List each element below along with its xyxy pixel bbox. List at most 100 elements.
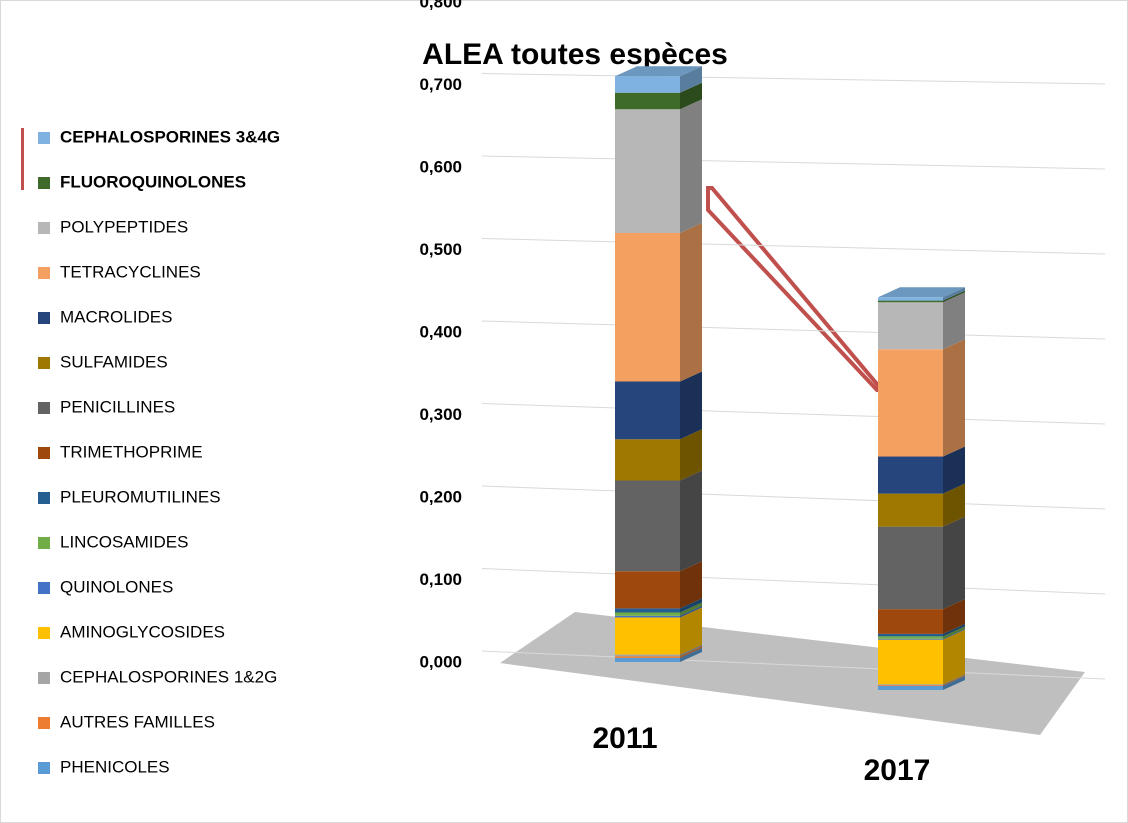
bar-segment	[615, 612, 680, 616]
bar-segment-side	[943, 292, 965, 350]
bar-segment	[878, 493, 943, 527]
y-tick-label: 0,500	[419, 240, 462, 259]
bar-segment	[615, 480, 680, 572]
bar-segment-side	[943, 516, 965, 610]
bar-segment	[615, 76, 680, 93]
bar-segment-side	[943, 483, 965, 527]
bar-segment-side	[943, 675, 965, 690]
grid-line	[481, 485, 1106, 510]
bar-segment-side	[943, 339, 965, 457]
legend-swatch	[38, 447, 50, 459]
legend-label: PLEUROMUTILINES	[60, 487, 221, 506]
legend-label: SULFAMIDES	[60, 352, 168, 371]
legend-label: CEPHALOSPORINES 3&4G	[60, 127, 280, 146]
legend-label: AMINOGLYCOSIDES	[60, 622, 225, 641]
legend-label: PENICILLINES	[60, 397, 175, 416]
bar-segment-side	[680, 598, 702, 613]
bar-segment	[878, 349, 943, 457]
bar-segment-side	[680, 647, 702, 662]
bar-segment	[878, 633, 943, 637]
bar-segment-side	[943, 628, 965, 640]
bar-segment-side	[680, 429, 702, 481]
grid-line	[481, 238, 1106, 255]
bar-segment	[878, 302, 943, 350]
legend-label: LINCOSAMIDES	[60, 532, 188, 551]
legend-swatch	[38, 582, 50, 594]
legend-swatch	[38, 177, 50, 189]
bar-segment	[878, 526, 943, 610]
bar-segment	[615, 617, 680, 655]
legend-swatch	[38, 717, 50, 729]
bar-segment-side	[680, 99, 702, 233]
bar-segment	[878, 685, 943, 686]
legend-label: FLUOROQUINOLONES	[60, 172, 246, 191]
y-tick-label: 0,800	[419, 0, 462, 11]
bar-segment-side	[943, 287, 965, 301]
legend-label: POLYPEPTIDES	[60, 217, 188, 236]
bar-segment	[615, 233, 680, 382]
bar-segment	[615, 109, 680, 233]
bar-segment	[615, 381, 680, 440]
bar-segment-side	[680, 605, 702, 618]
bar-segment-side	[680, 223, 702, 382]
legend-label: QUINOLONES	[60, 577, 173, 596]
bar-segment	[615, 657, 680, 662]
bar-segment-side	[680, 644, 702, 657]
grid-line	[481, 155, 1106, 170]
bar-segment-side	[943, 290, 965, 303]
bar-segment-side	[680, 82, 702, 110]
bar-segment	[878, 685, 943, 690]
y-tick-label: 0,000	[419, 652, 462, 671]
legend: PHENICOLES AUTRES FAMILLES CEPHALOSPORINES…	[38, 127, 280, 776]
bar-segment	[878, 300, 943, 303]
y-tick-label: 0,200	[419, 487, 462, 506]
bar-segment-side	[943, 446, 965, 494]
bar-segment	[615, 615, 680, 618]
bar-segment-side	[680, 470, 702, 572]
bar-segment	[615, 608, 680, 613]
bar-segment-side	[680, 371, 702, 440]
bar-segment-side	[680, 646, 702, 658]
bar-segment-side	[680, 607, 702, 655]
bar-top	[878, 287, 965, 298]
legend-swatch	[38, 402, 50, 414]
grid-line	[481, 320, 1106, 340]
bar-segment-side	[943, 675, 965, 686]
bar-segment	[615, 656, 680, 658]
legend-swatch	[38, 627, 50, 639]
bars: 2011 2017	[592, 66, 965, 787]
bar-segment	[878, 684, 943, 686]
grid-line	[481, 650, 1106, 680]
grid-line	[481, 568, 1106, 595]
bar-segment-side	[680, 602, 702, 616]
y-tick-label: 0,600	[419, 157, 462, 176]
legend-swatch	[38, 312, 50, 324]
bar-segment-side	[680, 66, 702, 93]
y-tick-label: 0,300	[419, 405, 462, 424]
legend-swatch	[38, 762, 50, 774]
y-tick-label: 0,700	[419, 75, 462, 94]
legend-label: TETRACYCLINES	[60, 262, 201, 281]
legend-label: AUTRES FAMILLES	[60, 712, 215, 731]
bar-segment-side	[943, 626, 965, 639]
bar-segment	[615, 571, 680, 609]
bar-segment-side	[943, 629, 965, 685]
bar-segment	[878, 609, 943, 634]
legend-label: CEPHALOSPORINES 1&2G	[60, 667, 277, 686]
legend-label: PHENICOLES	[60, 757, 170, 776]
legend-label: TRIMETHOPRIME	[60, 442, 203, 461]
bar-segment	[615, 92, 680, 110]
grid: 0,000 0,100 0,200 0,300 0,400 0,500 0,600 0,700…	[419, 0, 1106, 680]
bar-segment	[878, 297, 943, 301]
y-tick-label: 0,100	[419, 570, 462, 589]
y-tick-label: 0,400	[419, 322, 462, 341]
bar-segment	[878, 638, 943, 640]
x-tick-label: 2017	[864, 754, 931, 787]
legend-swatch	[38, 267, 50, 279]
bar-segment	[615, 439, 680, 481]
bar-segment-side	[680, 561, 702, 609]
legend-swatch	[38, 132, 50, 144]
bar-top	[615, 66, 702, 77]
x-tick-label: 2011	[592, 722, 657, 755]
